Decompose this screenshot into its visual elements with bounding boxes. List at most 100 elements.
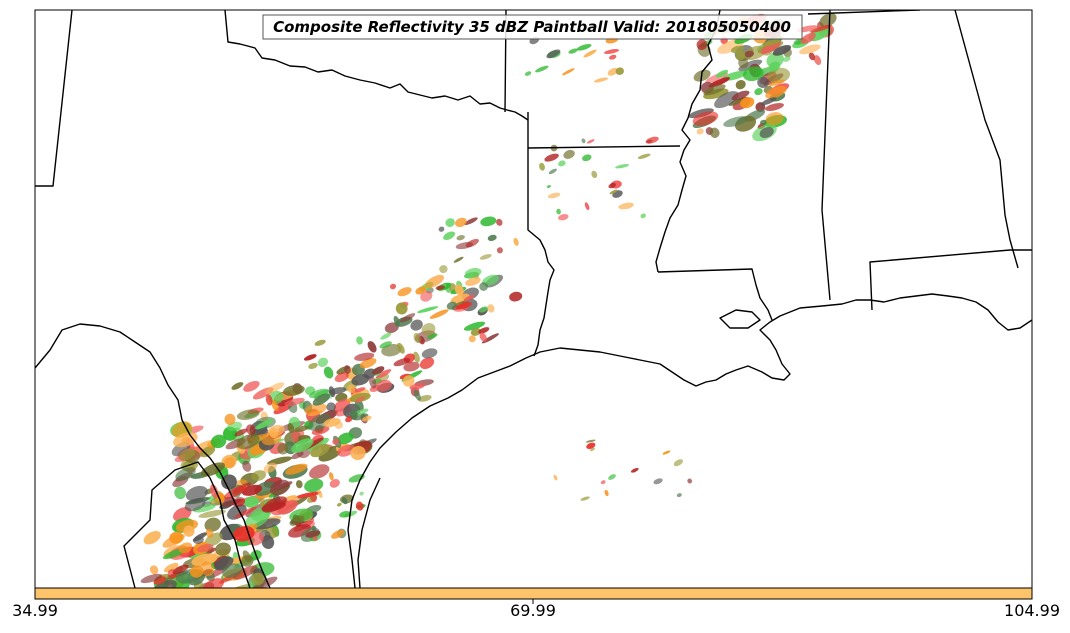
reflectivity-blob	[744, 50, 755, 58]
reflectivity-blob	[607, 67, 618, 76]
reflectivity-blob	[524, 71, 532, 76]
reflectivity-blob	[185, 485, 208, 502]
reflectivity-blob	[556, 208, 561, 215]
state-border-ms-al	[821, 10, 831, 301]
reflectivity-blob	[765, 112, 784, 126]
reflectivity-blob	[714, 91, 739, 109]
reflectivity-blob	[813, 55, 822, 66]
reflectivity-blob	[231, 382, 244, 390]
reflectivity-blob	[759, 119, 767, 125]
reflectivity-blob	[261, 535, 275, 550]
reflectivity-blob	[465, 238, 479, 248]
reflectivity-blob	[583, 49, 597, 58]
reflectivity-blob	[453, 256, 464, 263]
reflectivity-blob	[221, 474, 237, 490]
reflectivity-blob	[190, 565, 204, 578]
reflectivity-blob	[308, 362, 318, 369]
reflectivity-blob	[465, 277, 481, 286]
reflectivity-blob	[278, 500, 298, 515]
reflectivity-blob	[539, 162, 545, 171]
reflectivity-blob	[456, 235, 465, 241]
reflectivity-blob	[242, 550, 252, 563]
reflectivity-blob	[143, 531, 161, 545]
reflectivity-blob	[356, 336, 363, 345]
reflectivity-blob	[615, 163, 630, 169]
reflectivity-blob	[413, 332, 421, 344]
state-border-tx-la	[527, 112, 555, 357]
reflectivity-blob	[419, 357, 435, 370]
reflectivity-blob	[402, 375, 415, 387]
reflectivity-blob	[375, 369, 392, 379]
reflectivity-blob	[293, 425, 309, 433]
reflectivity-blob	[403, 361, 420, 372]
reflectivity-blob	[201, 561, 214, 577]
reflectivity-blob	[415, 286, 427, 295]
reflectivity-blob	[487, 234, 497, 242]
reflectivity-blob	[339, 511, 351, 518]
reflectivity-blob	[738, 59, 763, 72]
reflectivity-blob	[283, 384, 305, 396]
reflectivity-blob	[604, 48, 619, 55]
reflectivity-blob	[609, 54, 617, 60]
reflectivity-blob	[766, 52, 784, 68]
reflectivity-blob	[808, 52, 816, 61]
reflectivity-blob	[463, 321, 486, 331]
reflectivity-blob	[348, 474, 365, 483]
reflectivity-blob	[562, 68, 575, 76]
reflectivity-blob	[287, 423, 295, 433]
reflectivity-blob	[200, 445, 216, 458]
reflectivity-blob	[326, 402, 336, 412]
state-border-tn	[807, 10, 921, 15]
reflectivity-blob	[426, 333, 438, 340]
reflectivity-blob	[284, 397, 305, 407]
reflectivity-blob	[487, 304, 495, 313]
reflectivity-blob	[731, 90, 750, 101]
state-border-nm	[35, 10, 73, 187]
reflectivity-blob	[236, 433, 260, 450]
reflectivity-blob	[591, 170, 598, 179]
reflectivity-blob	[372, 366, 385, 375]
reflectivity-blob	[547, 192, 561, 199]
reflectivity-blob	[479, 332, 487, 342]
reflectivity-blob	[420, 290, 433, 302]
reflectivity-blob	[397, 287, 412, 297]
reflectivity-blob	[413, 351, 420, 363]
reflectivity-blob	[308, 464, 330, 479]
reflectivity-blob	[291, 451, 304, 460]
reflectivity-blob	[178, 542, 193, 554]
reflectivity-blob	[608, 474, 616, 480]
reflectivity-blob	[251, 572, 265, 586]
state-border-red-river	[224, 10, 529, 121]
reflectivity-blob	[760, 41, 781, 55]
reflectivity-blob	[742, 66, 764, 82]
reflectivity-blob	[255, 419, 274, 430]
reflectivity-blob	[424, 274, 445, 289]
coastline-gulf	[347, 293, 1032, 588]
border-mexico-states	[123, 461, 251, 588]
reflectivity-blob	[205, 528, 214, 538]
reflectivity-blob	[418, 395, 432, 402]
reflectivity-blob	[354, 352, 375, 361]
reflectivity-blob	[263, 462, 277, 473]
reflectivity-blob	[289, 515, 305, 526]
reflectivity-blob	[359, 491, 364, 496]
reflectivity-blob	[696, 39, 708, 51]
reflectivity-blob	[604, 489, 609, 497]
colorbar-tick-label-mid: 69.99	[510, 601, 556, 620]
reflectivity-blob	[183, 525, 195, 537]
reflectivity-blob	[455, 302, 472, 310]
reflectivity-blob	[379, 341, 392, 349]
reflectivity-blob	[586, 139, 595, 144]
reflectivity-blob	[393, 357, 411, 367]
reflectivity-blob	[355, 396, 365, 403]
reflectivity-blob	[310, 443, 330, 458]
reflectivity-blob	[328, 472, 334, 481]
state-border-mississippi-river	[655, 10, 721, 273]
reflectivity-blob	[292, 436, 299, 443]
reflectivity-blob	[184, 498, 206, 512]
reflectivity-blob	[273, 481, 293, 491]
reflectivity-blob	[332, 438, 340, 445]
reflectivity-blob	[323, 417, 341, 428]
reflectivity-blob	[295, 480, 303, 489]
